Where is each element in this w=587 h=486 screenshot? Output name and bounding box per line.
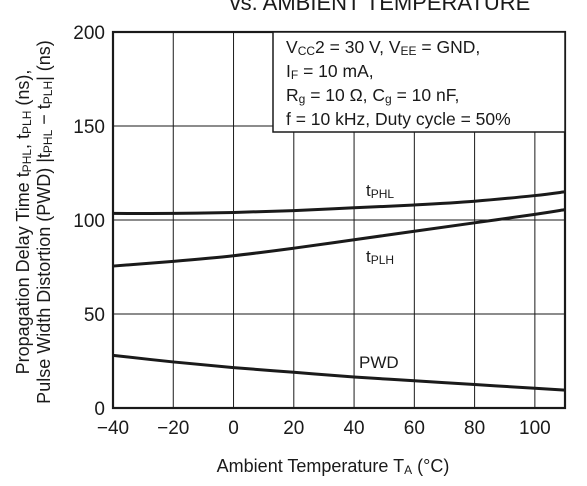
y-tick-label: 100	[73, 211, 105, 232]
y-tick-label: 50	[84, 305, 105, 326]
x-ticks: −40 −20 0 20 40 60 80 100	[97, 418, 551, 439]
y-tick-label: 200	[73, 23, 105, 44]
condition-line-2: IF = 10 mA,	[286, 61, 374, 82]
x-tick-label: 40	[343, 418, 364, 439]
x-tick-label: 60	[404, 418, 425, 439]
series-label-tphl: tPHL	[366, 181, 394, 201]
condition-line-3: Rg = 10 Ω, Cg = 10 nF,	[286, 85, 459, 106]
series-lines	[112, 190, 566, 392]
x-tick-label: 100	[519, 418, 551, 439]
x-tick-label: −20	[157, 418, 189, 439]
y-tick-label: 150	[73, 117, 105, 138]
x-tick-label: 80	[464, 418, 485, 439]
series-label-tplh: tPLH	[366, 247, 394, 267]
pwd-line	[112, 353, 566, 392]
condition-line-1: VCC2 = 30 V, VEE = GND,	[286, 37, 480, 58]
conditions-box	[272, 31, 566, 133]
y-axis-label-line-1: Propagation Delay Time tPHL, tPLH (ns),	[13, 70, 34, 375]
y-ticks: 0 50 100 150 200	[73, 23, 105, 420]
tplh-line	[112, 208, 566, 268]
tphl-line	[112, 190, 566, 215]
x-tick-label: 20	[283, 418, 304, 439]
x-tick-label: −40	[97, 418, 129, 439]
condition-line-4: f = 10 kHz, Duty cycle = 50%	[286, 109, 511, 129]
chart-title: vs. AMBIENT TEMPERATURE	[230, 0, 531, 15]
y-tick-label: 0	[94, 399, 105, 420]
x-tick-label: 0	[228, 418, 239, 439]
y-axis-label-line-2: Pulse Width Distortion (PWD) |tPHL − tPL…	[34, 40, 55, 404]
x-axis-label: Ambient Temperature TA (°C)	[217, 456, 450, 477]
series-label-pwd: PWD	[359, 353, 399, 372]
